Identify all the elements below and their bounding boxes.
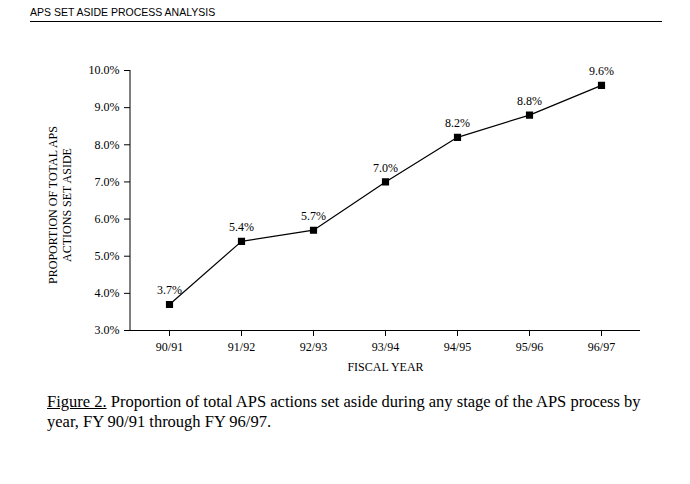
html-text:ACTIONS SET ASIDE: ACTIONS SET ASIDE (60, 148, 74, 262)
svg-text:93/94: 93/94 (372, 340, 399, 354)
svg-text:90/91: 90/91 (156, 340, 183, 354)
svg-text:10.0%: 10.0% (89, 63, 120, 77)
svg-text:5.4%: 5.4% (229, 220, 254, 234)
svg-text:95/96: 95/96 (516, 340, 543, 354)
svg-text:92/93: 92/93 (300, 340, 327, 354)
html-text:Figure 2. Proportion of total: Figure 2. Proportion of total APS action… (47, 392, 641, 431)
svg-text:8.2%: 8.2% (445, 116, 470, 130)
svg-text:9.6%: 9.6% (589, 64, 614, 78)
html-text:APS SET ASIDE PROCESS ANALYSIS: APS SET ASIDE PROCESS ANALYSIS (30, 6, 216, 18)
svg-text:6.0%: 6.0% (95, 212, 120, 226)
svg-text:5.0%: 5.0% (95, 249, 120, 263)
svg-text:7.0%: 7.0% (95, 175, 120, 189)
html-text:PROPORTION OF TOTAL APS: PROPORTION OF TOTAL APS (46, 126, 60, 284)
svg-text:3.0%: 3.0% (95, 323, 120, 337)
svg-text:FISCAL YEAR: FISCAL YEAR (347, 360, 423, 374)
svg-text:94/95: 94/95 (444, 340, 471, 354)
svg-text:9.0%: 9.0% (95, 100, 120, 114)
svg-text:8.8%: 8.8% (517, 94, 542, 108)
svg-text:8.0%: 8.0% (95, 138, 120, 152)
svg-text:96/97: 96/97 (588, 340, 615, 354)
svg-text:5.7%: 5.7% (301, 209, 326, 223)
svg-text:3.7%: 3.7% (157, 283, 182, 297)
svg-text:7.0%: 7.0% (373, 161, 398, 175)
svg-text:4.0%: 4.0% (95, 286, 120, 300)
svg-text:91/92: 91/92 (228, 340, 255, 354)
